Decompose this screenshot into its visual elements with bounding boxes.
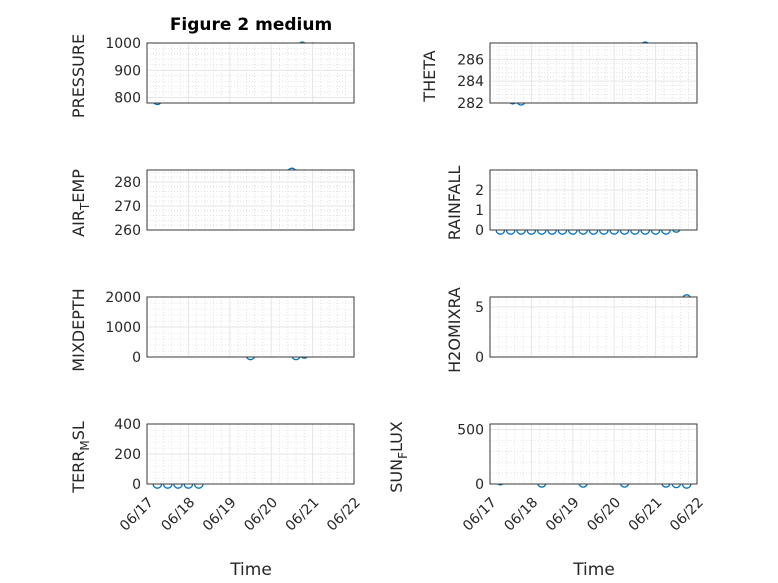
y-tick-label: 0	[132, 350, 141, 366]
subplot-mixdepth: MIXDEPTH 0 1000 2000	[69, 288, 355, 372]
y-tick-label: 2000	[105, 290, 141, 306]
x-tick-label: 06/18	[501, 495, 541, 535]
y-axis-label-sun-flux: SUNFLUX	[387, 421, 410, 493]
y-tick-label: 280	[114, 175, 141, 191]
y-tick-label: 0	[475, 223, 484, 239]
axes-box-h2omixra	[489, 296, 698, 358]
y-ticks-theta: 282 284 286	[457, 52, 697, 112]
y-tick-label: 500	[457, 422, 484, 438]
y-tick-label: 282	[457, 96, 484, 112]
y-tick-label: 260	[114, 223, 141, 239]
axes-box-rainfall	[489, 169, 698, 231]
x-tick-label: 06/17	[117, 495, 157, 535]
y-tick-label: 2	[475, 183, 484, 199]
x-tick-label: 06/17	[460, 495, 500, 535]
axes-box-mixdepth	[146, 296, 355, 358]
y-tick-label: 1000	[105, 36, 141, 52]
y-ticks-pressure: 800 900 1000	[105, 36, 354, 107]
y-tick-label: 286	[457, 52, 484, 68]
y-tick-label: 0	[475, 350, 484, 366]
y-tick-label: 0	[475, 477, 484, 493]
y-tick-label: 400	[114, 417, 141, 433]
y-axis-label-mixdepth: MIXDEPTH	[69, 288, 88, 371]
x-axis-label-left: Time	[229, 560, 272, 580]
y-ticks-mixdepth: 0 1000 2000	[105, 290, 354, 366]
subplot-air-temp: AIRTEMP 260 270 280	[69, 167, 355, 239]
axes-box-theta	[489, 42, 698, 104]
y-axis-label-air-temp: AIRTEMP	[69, 169, 92, 237]
axes-box-terr-msl	[146, 423, 355, 485]
axes-box-pressure	[146, 42, 355, 104]
figure-title: Figure 2 medium	[170, 15, 332, 35]
plot-area-theta	[490, 43, 697, 103]
x-axis-label-right: Time	[572, 560, 615, 580]
y-axis-label-h2omixra: H2OMIXRA	[445, 287, 464, 373]
x-tick-label: 06/20	[241, 495, 281, 535]
axes-box-air-temp	[146, 169, 355, 231]
y-tick-label: 5	[475, 300, 484, 316]
y-tick-label: 1000	[105, 320, 141, 336]
axes-box-sun-flux	[489, 423, 698, 485]
x-tick-label: 06/19	[543, 495, 583, 535]
x-tick-label: 06/18	[158, 495, 198, 535]
y-axis-label-theta: THETA	[420, 50, 439, 102]
plot-area-sun-flux	[490, 424, 697, 484]
y-axis-label-pressure: PRESSURE	[69, 34, 88, 118]
plot-area-rainfall	[490, 170, 697, 230]
x-tick-label: 06/19	[200, 495, 240, 535]
y-ticks-air-temp: 260 270 280	[114, 175, 354, 239]
y-tick-label: 800	[114, 91, 141, 107]
y-tick-label: 1	[475, 203, 484, 219]
subplot-pressure: PRESSURE 800 900 1000	[69, 34, 355, 118]
subplot-theta: THETA 282 284 286	[420, 41, 698, 112]
plot-area-h2omixra	[490, 297, 697, 357]
x-tick-label: 06/22	[667, 495, 707, 535]
subplot-sun-flux: SUNFLUX 0 500 06/17 06/18 06/19 06/20 06/21 06…	[387, 421, 707, 534]
y-tick-label: 900	[114, 63, 141, 79]
y-axis-label-rainfall: RAINFALL	[445, 166, 464, 241]
y-axis-label-terr-msl: TERRMSL	[69, 421, 92, 494]
y-tick-label: 270	[114, 199, 141, 215]
plot-area-air-temp	[147, 170, 354, 230]
plot-area-pressure	[147, 43, 354, 103]
subplot-rainfall: RAINFALL 0 1 2	[445, 166, 698, 241]
subplot-h2omixra: H2OMIXRA 0 5	[445, 287, 698, 373]
y-ticks-terr-msl: 0 200 400	[114, 417, 354, 493]
x-tick-label: 06/20	[584, 495, 624, 535]
y-tick-label: 0	[132, 477, 141, 493]
x-tick-label: 06/22	[324, 495, 364, 535]
y-tick-label: 284	[457, 74, 484, 90]
x-tick-label: 06/21	[283, 495, 323, 535]
y-tick-label: 200	[114, 447, 141, 463]
x-tick-label: 06/21	[626, 495, 666, 535]
